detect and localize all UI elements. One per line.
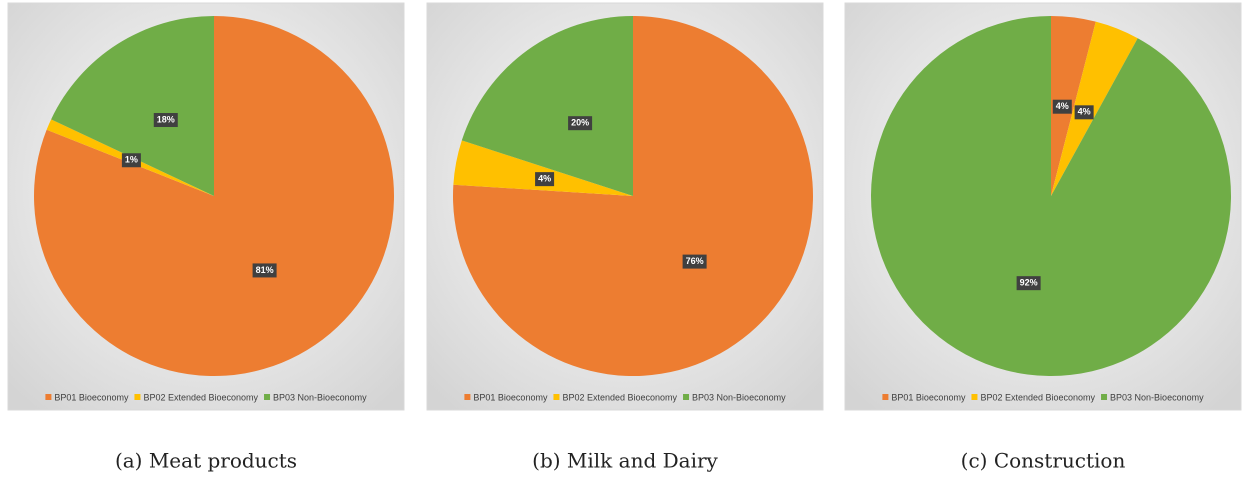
data-label-box (535, 172, 555, 187)
data-label: 92% (1020, 278, 1038, 288)
legend-label: BP03 Non-Bioeconomy (692, 392, 786, 402)
caption: (a) Meat products (115, 449, 297, 473)
data-label-box (1016, 276, 1041, 291)
pie-slice (461, 16, 633, 196)
pie-slice (871, 16, 1232, 376)
chart: 76% 4% 20% BP01 Bioeconomy BP02 Extended Bio… (426, 2, 824, 473)
data-label-box (568, 116, 593, 131)
pie-slice (33, 16, 394, 377)
data-label: 20% (571, 118, 589, 128)
legend-swatch (882, 394, 889, 400)
chart: 4% 4% 92% BP01 Bioeconomy BP02 Extended Bioe… (844, 2, 1242, 473)
data-label: 18% (157, 114, 175, 124)
data-label: 4% (1078, 107, 1091, 117)
data-label-box (682, 254, 707, 269)
data-label: 4% (538, 174, 551, 184)
pie-slice (51, 16, 214, 196)
legend-swatch (134, 394, 141, 400)
data-label-box (252, 263, 277, 278)
legend-swatch (683, 394, 690, 400)
legend-label: BP01 Bioeconomy (891, 392, 966, 402)
legend-label: BP03 Non-Bioeconomy (273, 392, 367, 402)
legend-swatch (553, 394, 560, 400)
caption: (b) Milk and Dairy (532, 449, 718, 473)
data-label-box (1052, 99, 1072, 114)
legend-label: BP01 Bioeconomy (54, 392, 129, 402)
legend-swatch (971, 394, 978, 400)
pie-slice (1051, 21, 1138, 197)
data-label: 1% (125, 155, 138, 165)
legend-label: BP01 Bioeconomy (473, 392, 548, 402)
legend-swatch (45, 394, 52, 400)
data-label-box (1074, 105, 1094, 120)
legend-label: BP02 Extended Bioeconomy (980, 392, 1095, 402)
data-label: 76% (686, 256, 704, 266)
data-label: 4% (1056, 101, 1069, 111)
legend-label: BP03 Non-Bioeconomy (1110, 392, 1204, 402)
data-label-box (121, 153, 141, 168)
data-label-box (153, 113, 178, 128)
chart: 81% 1% 18% BP01 Bioeconomy BP02 Extended Bio… (7, 2, 405, 473)
legend-swatch (464, 394, 471, 400)
pie-slice (453, 140, 633, 196)
legend-swatch (1101, 394, 1108, 400)
legend-label: BP02 Extended Bioeconomy (562, 392, 677, 402)
legend-label: BP02 Extended Bioeconomy (143, 392, 258, 402)
data-label: 81% (256, 265, 274, 275)
legend-swatch (264, 394, 271, 400)
pie-slice (1051, 16, 1096, 196)
caption: (c) Construction (961, 449, 1126, 473)
